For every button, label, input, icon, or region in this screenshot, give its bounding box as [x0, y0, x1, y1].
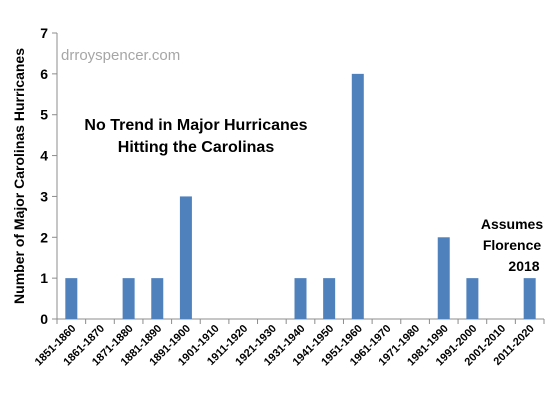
y-tick-label: 2: [40, 229, 48, 245]
annotation-line-3: 2018: [508, 258, 539, 274]
bar: [179, 196, 192, 319]
bar: [122, 278, 135, 319]
y-tick-label: 5: [40, 107, 48, 123]
y-tick-label: 0: [40, 311, 48, 327]
bar: [151, 278, 164, 319]
plot-area: 012345671851-18601861-18701871-18801881-…: [33, 25, 545, 368]
chart-title-line-2: Hitting the Carolinas: [118, 139, 275, 156]
bar: [437, 237, 450, 319]
bar: [351, 73, 364, 319]
y-axis-label: Number of Major Carolinas Hurricanes: [11, 48, 27, 304]
annotation-line-1: Assumes: [481, 216, 543, 232]
bar: [323, 278, 336, 319]
y-tick-label: 7: [40, 25, 48, 41]
annotation-line-2: Florence: [483, 237, 542, 253]
bar: [65, 278, 78, 319]
bar: [466, 278, 479, 319]
y-tick-label: 4: [40, 148, 48, 164]
watermark: drroyspencer.com: [61, 47, 180, 64]
y-tick-label: 1: [40, 270, 48, 286]
y-tick-label: 6: [40, 66, 48, 82]
bar: [523, 278, 536, 319]
chart-title-line-1: No Trend in Major Hurricanes: [84, 117, 307, 134]
bar: [294, 278, 307, 319]
y-tick-label: 3: [40, 188, 48, 204]
